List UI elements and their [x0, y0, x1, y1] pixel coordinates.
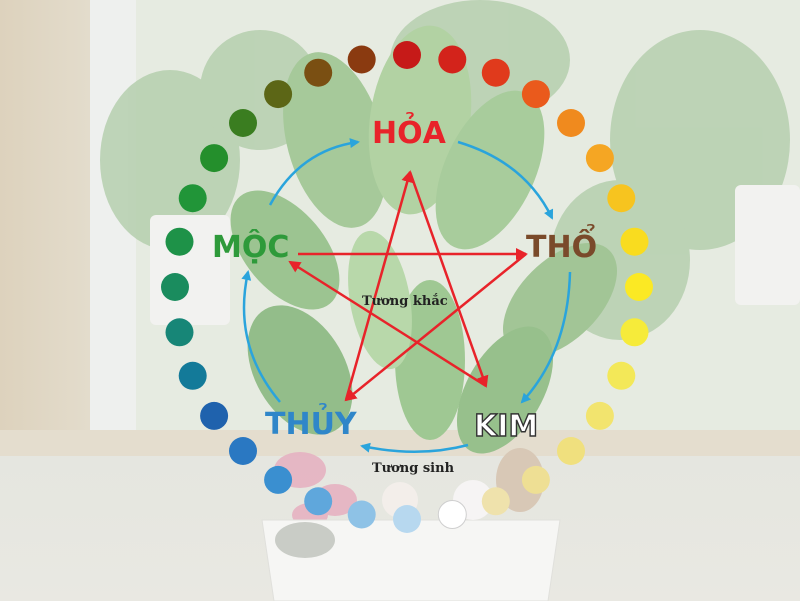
color-dot	[161, 273, 189, 301]
color-dot	[607, 184, 636, 213]
color-dot	[625, 273, 653, 301]
color-dot	[264, 80, 293, 109]
color-dot	[200, 401, 229, 430]
color-dot	[178, 361, 207, 390]
arrow-kim-to-moc	[288, 260, 487, 388]
color-dot	[481, 487, 510, 516]
color-wheel	[161, 41, 653, 533]
element-thuy: THỦY	[265, 402, 358, 442]
color-dot	[607, 361, 636, 390]
right-pot	[735, 185, 800, 305]
color-dot	[165, 227, 194, 256]
overcoming-label: Tương khắc	[362, 293, 448, 309]
pebble	[275, 522, 335, 558]
color-dot	[347, 500, 376, 529]
color-dot	[229, 109, 257, 137]
arrow-moc-to-hoa	[268, 138, 360, 206]
color-dot	[585, 144, 614, 173]
color-dot	[178, 184, 207, 213]
arrow-tho-to-kim	[520, 271, 572, 404]
arrow-tho-to-thuy	[344, 253, 527, 402]
arrow-hoa-to-tho	[457, 140, 554, 220]
arrow-thuy-to-moc	[241, 270, 281, 403]
color-dot	[557, 437, 585, 465]
color-dot	[393, 41, 421, 69]
color-dot	[521, 80, 550, 109]
element-tho: THỔ	[526, 223, 597, 265]
color-dot	[481, 58, 510, 87]
color-dot	[264, 465, 293, 494]
color-dot	[165, 318, 194, 347]
color-dot	[347, 45, 376, 74]
color-dot	[304, 487, 333, 516]
color-dot	[229, 437, 257, 465]
element-moc: MỘC	[212, 228, 289, 265]
color-dot	[557, 109, 585, 137]
element-hoa: HỎA	[372, 111, 447, 151]
generating-label: Tương sinh	[372, 461, 455, 476]
color-dot	[620, 318, 649, 347]
arrow-hoa-to-kim	[408, 171, 489, 388]
element-kim: KIM	[474, 409, 538, 444]
color-dot	[585, 401, 614, 430]
color-dot	[620, 227, 649, 256]
overcoming-star	[288, 170, 528, 402]
zz-plant	[230, 25, 618, 454]
color-dot	[393, 505, 421, 533]
generating-cycle	[241, 138, 572, 453]
color-dot	[438, 45, 467, 74]
color-dot	[200, 144, 229, 173]
color-dot	[437, 500, 467, 529]
color-dot	[304, 58, 333, 87]
arrow-thuy-to-hoa	[344, 170, 414, 401]
color-dot	[521, 465, 550, 494]
arrow-kim-to-thuy	[360, 442, 469, 453]
